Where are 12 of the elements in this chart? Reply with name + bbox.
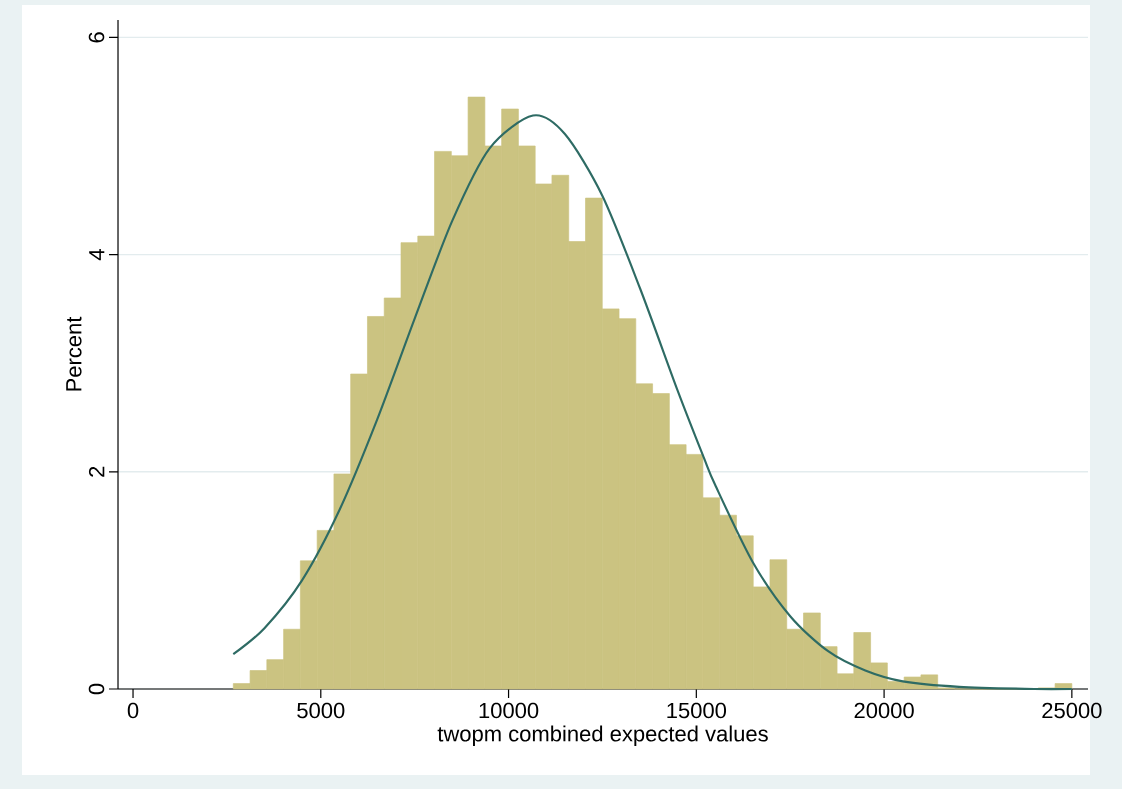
x-tick-label: 20000 — [854, 702, 914, 719]
x-axis-title: twopm combined expected values — [437, 725, 768, 746]
x-tick-label: 10000 — [479, 702, 539, 719]
y-tick-label: 6 — [88, 32, 105, 43]
x-tick-label: 15000 — [667, 702, 727, 719]
y-axis-title: Percent — [66, 316, 82, 391]
y-tick-label: 4 — [89, 249, 105, 261]
y-tick-label: 2 — [88, 466, 105, 477]
y-tick-label: 0 — [88, 683, 105, 695]
x-tick-label: 5000 — [297, 702, 345, 719]
x-tick-label: 25000 — [1042, 702, 1102, 719]
x-tick-label: 0 — [127, 702, 139, 719]
